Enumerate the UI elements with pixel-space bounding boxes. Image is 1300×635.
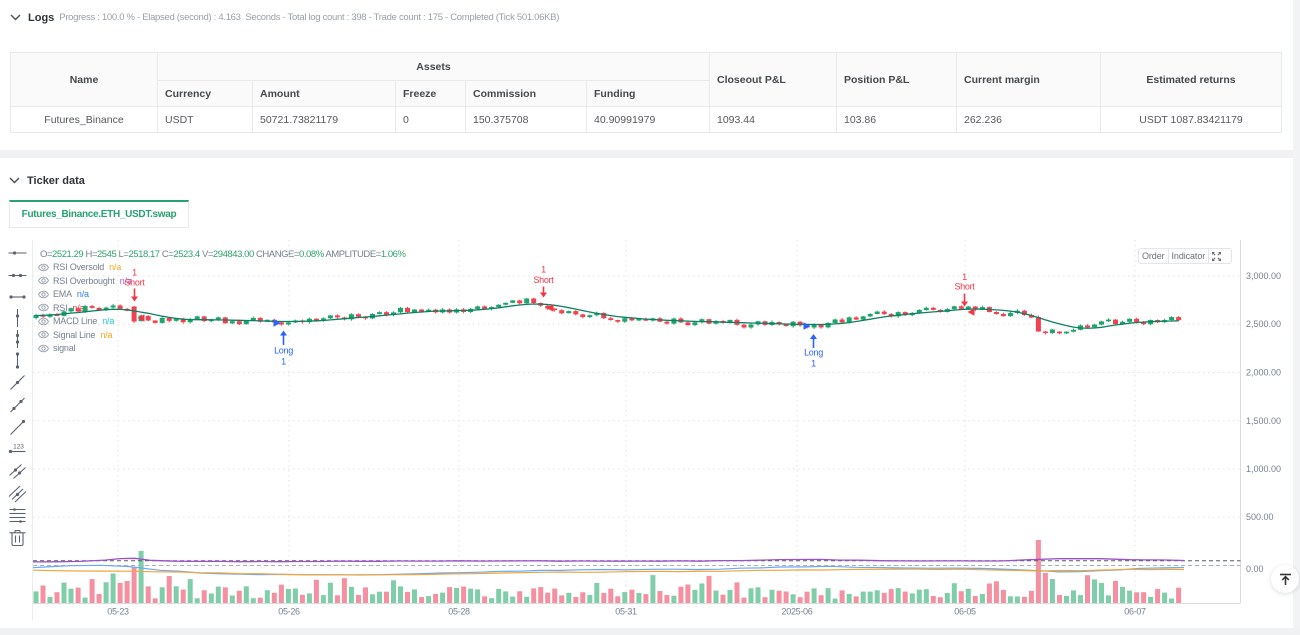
svg-text:06-07: 06-07: [1124, 607, 1146, 617]
svg-text:05-23: 05-23: [107, 607, 129, 617]
svg-text:0.00: 0.00: [1246, 564, 1264, 574]
svg-text:05-31: 05-31: [615, 607, 637, 617]
svg-text:500.00: 500.00: [1246, 512, 1274, 522]
svg-text:05-26: 05-26: [278, 607, 300, 617]
svg-text:3,000.00: 3,000.00: [1246, 271, 1281, 281]
svg-text:123: 123: [13, 444, 24, 451]
svg-text:06-05: 06-05: [954, 607, 976, 617]
svg-text:2,500.00: 2,500.00: [1246, 319, 1281, 329]
svg-text:1,000.00: 1,000.00: [1246, 464, 1281, 474]
svg-text:1: 1: [132, 268, 137, 278]
svg-text:2,000.00: 2,000.00: [1246, 368, 1281, 378]
svg-text:1,500.00: 1,500.00: [1246, 416, 1281, 426]
svg-text:1: 1: [811, 359, 816, 369]
svg-text:1: 1: [281, 357, 286, 367]
svg-text:Short: Short: [533, 275, 554, 285]
svg-text:Short: Short: [124, 278, 145, 288]
svg-text:1: 1: [541, 265, 546, 275]
svg-text:Long: Long: [804, 348, 823, 358]
svg-text:Short: Short: [954, 282, 975, 292]
svg-text:2025-06: 2025-06: [782, 607, 813, 617]
svg-text:05-28: 05-28: [448, 607, 470, 617]
svg-text:1: 1: [962, 272, 967, 282]
svg-text:Long: Long: [274, 346, 293, 356]
